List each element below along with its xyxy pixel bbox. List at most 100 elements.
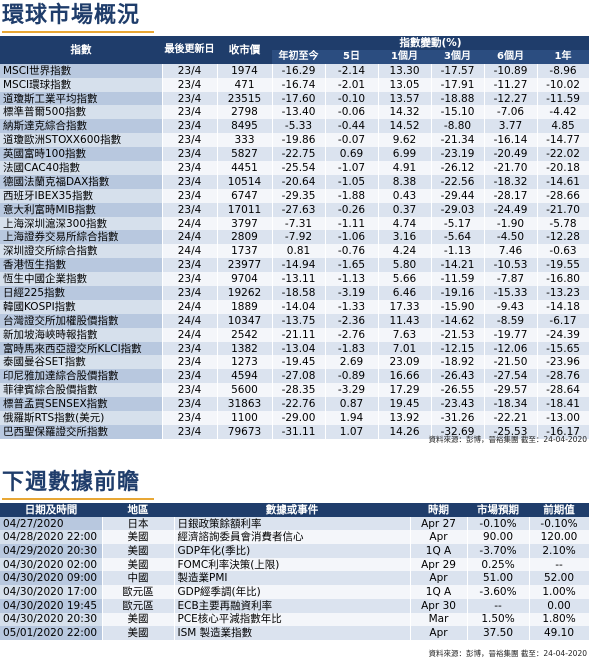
cell-datetime: 04/29/2020 20:30 — [0, 544, 103, 558]
cell-m1: 13.05 — [378, 77, 432, 92]
cell-name: 納斯達克綜合指數 — [0, 119, 163, 134]
cell-y1: -16.17 — [537, 424, 590, 439]
cell-m6: -21.50 — [484, 355, 538, 370]
cell-date: 23/4 — [162, 105, 218, 120]
cell-ytd: -5.33 — [272, 119, 326, 134]
cell-ytd: -14.04 — [272, 299, 326, 314]
cell-d5: -1.11 — [325, 216, 379, 231]
cell-m1: 4.74 — [378, 216, 432, 231]
cell-m3: -29.44 — [431, 188, 485, 203]
table-row: 新加坡海峽時報指數 24/4 2542 -21.11 -2.76 7.63 -21.53 -1… — [0, 327, 590, 342]
cell-close: 9704 — [217, 272, 273, 287]
cell-ytd: -16.29 — [272, 63, 326, 78]
cell-name: 標準普爾500指數 — [0, 105, 163, 120]
cell-close: 23515 — [217, 91, 273, 106]
cell-m6: -12.27 — [484, 91, 538, 106]
cell-date: 24/4 — [162, 299, 218, 314]
cell-date: 23/4 — [162, 133, 218, 148]
cell-m1: 13.92 — [378, 411, 432, 425]
cell-y1: -23.96 — [537, 355, 590, 370]
cell-m3: -14.62 — [431, 313, 485, 328]
cell-date: 23/4 — [162, 174, 218, 189]
cell-m3: -18.92 — [431, 355, 485, 370]
cell-datetime: 04/27/2020 — [0, 516, 103, 531]
cell-region: 美國 — [102, 626, 175, 640]
cell-m3: -21.34 — [431, 133, 485, 148]
cell-m6: 7.46 — [484, 244, 538, 259]
cell-close: 23977 — [217, 258, 273, 273]
cell-close: 1974 — [217, 63, 273, 78]
cell-d5: 1.94 — [325, 411, 379, 425]
cell-close: 1100 — [217, 411, 273, 425]
cell-m6: -7.87 — [484, 272, 538, 287]
table-row: 印尼雅加達綜合股價指數 23/4 4594 -27.08 -0.89 16.66 -26.4… — [0, 369, 590, 384]
cell-date: 23/4 — [162, 355, 218, 370]
cell-y1: -21.70 — [537, 202, 590, 217]
cell-ytd: -13.11 — [272, 272, 326, 287]
cell-name: 意大利富時MIB指數 — [0, 202, 163, 217]
table-row: 泰國曼谷SET指數 23/4 1273 -19.45 2.69 23.09 -18.92 -2… — [0, 355, 590, 370]
cell-ytd: -19.45 — [272, 355, 326, 370]
cell-event: 日銀政策餘額利率 — [174, 516, 411, 531]
cell-m1: 6.46 — [378, 286, 432, 300]
cell-name: 韓國KOSPI指數 — [0, 299, 163, 314]
cell-period: Apr — [410, 626, 468, 640]
market-overview-title: 環球市場概況 — [2, 3, 141, 28]
cell-ytd: -20.64 — [272, 174, 326, 189]
cell-d5: -1.83 — [325, 341, 379, 356]
header-1y: 1年 — [537, 49, 590, 64]
cell-y1: 4.85 — [537, 119, 590, 134]
cell-date: 24/4 — [162, 313, 218, 328]
cell-y1: -10.02 — [537, 77, 590, 92]
cell-m6: -4.50 — [484, 230, 538, 245]
cell-y1: -22.02 — [537, 147, 590, 162]
cell-y1: -24.39 — [537, 327, 590, 342]
header-6m: 6個月 — [484, 49, 537, 64]
cell-y1: -14.18 — [537, 299, 590, 314]
cell-event: ECB主要再融資利率 — [174, 598, 411, 613]
cell-region: 歐元區 — [102, 598, 175, 613]
cell-datetime: 04/30/2020 17:00 — [0, 585, 103, 599]
cell-name: 上海證券交易所綜合指數 — [0, 230, 163, 245]
cell-m6: -19.77 — [484, 327, 538, 342]
market-source-note: 資料來源：彭博，晉裕集團 截至：24-04-2020 — [428, 435, 587, 444]
cell-y1: -20.18 — [537, 161, 590, 175]
cell-y1: -28.66 — [537, 188, 590, 203]
cell-previous: 1.00% — [529, 585, 590, 599]
cell-ytd: -19.86 — [272, 133, 326, 148]
cell-m6: -25.53 — [484, 424, 538, 439]
cell-m6: -7.06 — [484, 105, 538, 120]
cell-close: 79673 — [217, 424, 273, 439]
cell-m3: -17.57 — [431, 63, 485, 78]
cell-d5: -1.13 — [325, 272, 379, 287]
table-row: 標準普爾500指數 23/4 2798 -13.40 -0.06 14.32 -15.10-… — [0, 105, 590, 120]
cell-close: 2798 — [217, 105, 273, 120]
cell-d5: -0.89 — [325, 369, 379, 384]
table-row: 意大利富時MIB指數 23/4 17011 -27.63 -0.26 0.37 -29.03… — [0, 202, 590, 217]
cell-m1: 5.66 — [378, 272, 432, 287]
cell-m3: -32.69 — [431, 424, 485, 439]
cell-m6: -11.27 — [484, 77, 538, 92]
table-row: 上海深圳滬深300指數 24/4 3797 -7.31 -1.11 4.74 -5.17 -1… — [0, 216, 590, 231]
cell-m1: 4.24 — [378, 244, 432, 259]
cell-m6: -12.06 — [484, 341, 538, 356]
table-row: 西班牙IBEX35指數 23/4 6747 -29.35 -1.88 0.43 -29.44… — [0, 188, 590, 203]
cell-d5: -0.26 — [325, 202, 379, 217]
cell-close: 1889 — [217, 299, 273, 314]
cell-m3: -15.10 — [431, 105, 485, 120]
header-change-group: 指數變動(%) — [272, 36, 590, 50]
cell-ytd: -31.11 — [272, 424, 326, 439]
table-row: 法國CAC40指數 23/4 4451 -25.54 -1.07 4.91 -26.12 -2… — [0, 161, 590, 175]
cell-m6: -27.54 — [484, 369, 538, 384]
cell-d5: -0.76 — [325, 244, 379, 259]
cell-d5: 2.69 — [325, 355, 379, 370]
cell-period: Apr 29 — [410, 557, 468, 572]
cell-date: 24/4 — [162, 230, 218, 245]
cell-m3: -11.59 — [431, 272, 485, 287]
table-row: 04/28/2020 22:00 美國 經濟諮詢委員會消費者信心 Apr 90.00 12… — [0, 530, 590, 545]
cell-close: 19262 — [217, 286, 273, 300]
cell-m6: -9.43 — [484, 299, 538, 314]
cell-close: 1737 — [217, 244, 273, 259]
cell-m1: 4.91 — [378, 161, 432, 175]
cell-d5: -0.06 — [325, 105, 379, 120]
